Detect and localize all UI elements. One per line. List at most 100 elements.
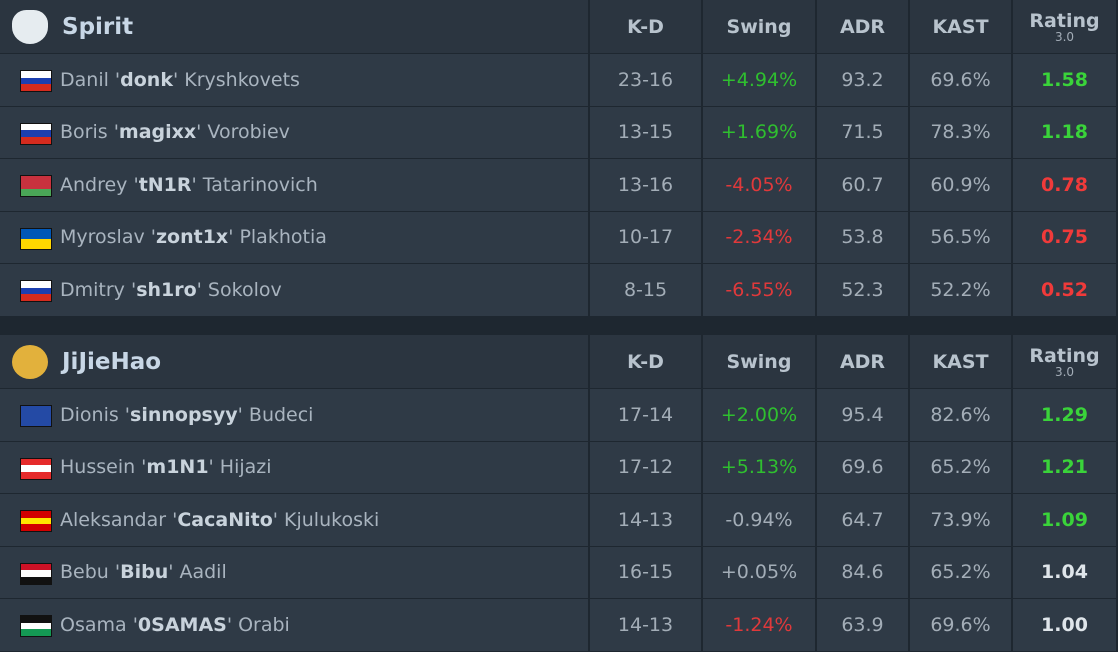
flag-stripe xyxy=(21,524,51,532)
flag xyxy=(20,615,52,637)
swing-cell: +5.13% xyxy=(703,441,815,493)
adr-cell: 95.4 xyxy=(817,389,908,441)
name-last: ' Aadil xyxy=(168,561,227,584)
swing-cell: -0.94% xyxy=(703,494,815,546)
flag-stripe xyxy=(21,136,51,144)
kd-cell: 14-13 xyxy=(590,599,701,651)
flag-stripe xyxy=(21,616,51,623)
flag xyxy=(20,457,52,480)
adr-cell: 52.3 xyxy=(817,264,908,316)
kast-cell: 82.6% xyxy=(910,389,1011,441)
column-header: KAST xyxy=(910,335,1011,388)
nickname: tN1R xyxy=(138,173,192,196)
kast-cell: 69.6% xyxy=(910,599,1011,651)
flag-stripe xyxy=(21,622,51,630)
swing-cell: -1.24% xyxy=(703,599,815,651)
column-header: K-D xyxy=(590,0,701,53)
player-name: Andrey ' tN1R ' Tatarinovich xyxy=(0,159,588,211)
column-header: Rating 3.0 xyxy=(1013,0,1116,53)
name-first: Hussein ' xyxy=(60,456,147,479)
name-first: Osama ' xyxy=(60,613,138,636)
adr-cell: 60.7 xyxy=(817,159,908,211)
flag-stripe xyxy=(21,287,51,295)
rating-cell: 1.00 xyxy=(1013,599,1116,651)
flag-stripe xyxy=(21,77,51,85)
rating-cell: 0.52 xyxy=(1013,264,1116,316)
adr-cell: 69.6 xyxy=(817,441,908,493)
adr-cell: 63.9 xyxy=(817,599,908,651)
flag-stripe xyxy=(21,406,51,416)
column-header: K-D xyxy=(590,335,701,388)
flag xyxy=(20,562,52,585)
column-header: Rating 3.0 xyxy=(1013,335,1116,388)
flag-stripe xyxy=(21,576,51,584)
nickname: 0SAMAS xyxy=(137,613,227,636)
player-name: Bebu ' Bibu ' Aadil xyxy=(0,546,588,598)
flag-stripe xyxy=(21,123,51,131)
team-name: Spirit xyxy=(0,0,588,53)
player-name: Dmitry ' sh1ro ' Sokolov xyxy=(0,264,588,316)
player-name: Hussein ' m1N1 ' Hijazi xyxy=(0,441,588,493)
flag xyxy=(20,70,52,92)
flag-stripe xyxy=(21,416,51,426)
rating-version: 3.0 xyxy=(1054,30,1075,44)
swing-cell: -6.55% xyxy=(703,264,815,316)
name-first: Myroslav ' xyxy=(60,226,156,249)
kast-cell: 60.9% xyxy=(910,159,1011,211)
flag-stripe xyxy=(21,71,51,78)
team-logo xyxy=(12,10,48,44)
rating-cell: 1.58 xyxy=(1013,54,1116,106)
flag-stripe xyxy=(21,182,51,190)
nickname: magixx xyxy=(118,121,197,144)
rating-cell: 1.21 xyxy=(1013,441,1116,493)
kast-cell: 65.2% xyxy=(910,441,1011,493)
player-name: Osama ' 0SAMAS ' Orabi xyxy=(0,599,588,651)
flag-stripe xyxy=(21,471,51,479)
flag-stripe xyxy=(21,629,51,637)
column-header: Swing xyxy=(703,335,815,388)
player-name: Myroslav ' zont1x ' Plakhotia xyxy=(0,211,588,263)
name-last: ' Hijazi xyxy=(208,456,272,479)
rating-label: Rating xyxy=(1029,10,1100,32)
nickname: CacaNito xyxy=(177,508,273,531)
name-last: ' Budeci xyxy=(237,403,314,426)
flag-stripe xyxy=(21,458,51,466)
flag xyxy=(20,405,52,427)
kast-cell: 56.5% xyxy=(910,211,1011,263)
kd-cell: 14-13 xyxy=(590,494,701,546)
name-first: Andrey ' xyxy=(60,173,139,196)
flag-stripe xyxy=(21,570,51,577)
adr-cell: 64.7 xyxy=(817,494,908,546)
rating-version: 3.0 xyxy=(1054,365,1075,379)
swing-cell: -2.34% xyxy=(703,211,815,263)
kast-cell: 69.6% xyxy=(910,54,1011,106)
column-header: KAST xyxy=(910,0,1011,53)
kd-cell: 8-15 xyxy=(590,264,701,316)
kd-cell: 13-16 xyxy=(590,159,701,211)
flag xyxy=(20,175,52,197)
player-name: Dionis ' sinnopsyy ' Budeci xyxy=(0,389,588,441)
name-last: ' Kryshkovets xyxy=(172,68,300,91)
nickname: sinnopsyy xyxy=(130,403,238,426)
adr-cell: 53.8 xyxy=(817,211,908,263)
nickname: sh1ro xyxy=(136,278,197,301)
player-name: Boris ' magixx ' Vorobiev xyxy=(0,106,588,158)
nickname: zont1x xyxy=(155,226,229,249)
swing-cell: +4.94% xyxy=(703,54,815,106)
kast-cell: 73.9% xyxy=(910,494,1011,546)
name-first: Dmitry ' xyxy=(60,278,137,301)
name-last: ' Sokolov xyxy=(196,278,282,301)
flag xyxy=(20,122,52,145)
player-name: Danil ' donk ' Kryshkovets xyxy=(0,54,588,106)
swing-cell: -4.05% xyxy=(703,159,815,211)
swing-cell: +2.00% xyxy=(703,389,815,441)
rating-cell: 1.29 xyxy=(1013,389,1116,441)
swing-cell: +1.69% xyxy=(703,106,815,158)
flag-stripe xyxy=(21,517,51,525)
adr-cell: 84.6 xyxy=(817,546,908,598)
flag-stripe xyxy=(21,189,51,197)
name-last: ' Orabi xyxy=(226,613,290,636)
kd-cell: 10-17 xyxy=(590,211,701,263)
kd-cell: 16-15 xyxy=(590,546,701,598)
kd-cell: 23-16 xyxy=(590,54,701,106)
